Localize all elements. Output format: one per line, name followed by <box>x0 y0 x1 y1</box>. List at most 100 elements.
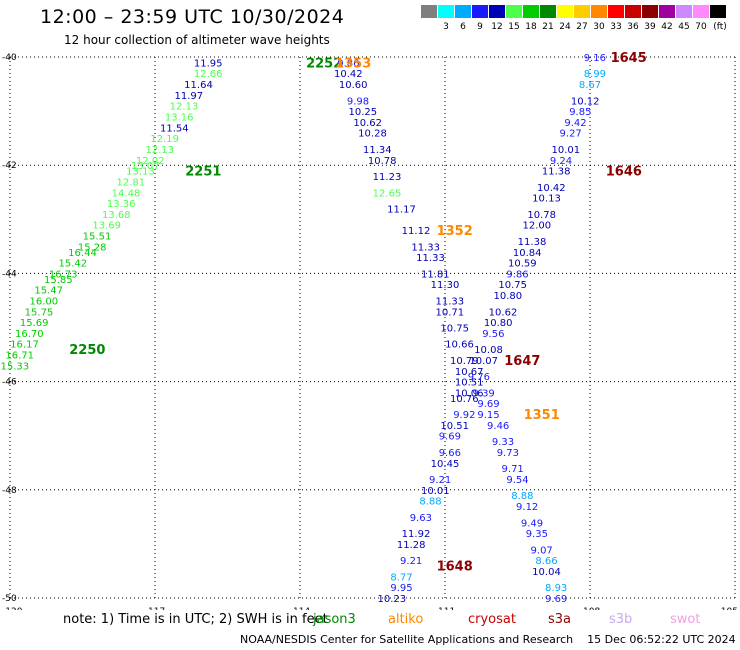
wave-height-value: 15.28 <box>78 242 107 253</box>
longitude-label: -105 <box>718 607 738 610</box>
scale-swatch <box>693 5 709 18</box>
wave-height-value: 9.98 <box>347 96 369 107</box>
scale-label: 3 <box>443 22 449 32</box>
wave-height-value: 16.71 <box>5 351 34 362</box>
wave-height-value: 10.42 <box>334 69 363 80</box>
scale-label: 39 <box>644 22 656 32</box>
longitude-label: -114 <box>290 607 311 610</box>
wave-height-value: 9.35 <box>526 529 548 540</box>
wave-height-value: 8.88 <box>511 491 533 502</box>
wave-height-value: 10.84 <box>513 248 542 259</box>
wave-height-value: 11.28 <box>397 540 426 551</box>
pass-time-label: 1648 <box>437 560 473 575</box>
latitude-label: -48 <box>2 486 17 496</box>
wave-height-value: 11.97 <box>175 91 204 102</box>
track-1646: 10.4210.1310.7812.0011.3810.8410.599.861… <box>469 165 642 367</box>
pass-time-label: 1646 <box>606 165 642 180</box>
wave-height-value: 10.76 <box>450 394 479 405</box>
wave-height-value: 8.66 <box>535 556 557 567</box>
longitude-label: -117 <box>145 607 165 610</box>
wave-height-value: 10.08 <box>474 345 503 356</box>
wave-height-value: 10.79 <box>450 356 479 367</box>
wave-height-map: -120 -117 -114 -111 -108 -105 -40 -42 -44 -46 -48 -… <box>1 51 738 610</box>
pass-time-label: 2251 <box>185 165 221 180</box>
wave-height-value: 10.23 <box>378 594 407 605</box>
scale-swatch <box>489 5 505 18</box>
wave-height-value: 9.21 <box>429 475 451 486</box>
wave-height-value: 9.76 <box>468 372 490 383</box>
wave-height-value: 10.01 <box>421 486 450 497</box>
scale-swatch <box>642 5 658 18</box>
pass-time-label: 1645 <box>611 51 647 66</box>
wave-height-value: 15.51 <box>83 232 112 243</box>
track-2251: 2251 <box>185 165 221 180</box>
longitude-label: -111 <box>435 607 455 610</box>
wave-height-value: 16.73 <box>49 269 78 280</box>
wave-height-value: 12.66 <box>194 69 223 80</box>
wave-height-value: 12.19 <box>150 134 179 145</box>
wave-height-value: 11.33 <box>416 253 445 264</box>
wave-height-value: 11.33 <box>436 296 465 307</box>
wave-height-value: 10.04 <box>532 567 561 578</box>
wave-height-value: 12.00 <box>523 221 552 232</box>
scale-label: 9 <box>477 22 483 32</box>
wave-height-value: 9.86 <box>337 58 359 69</box>
wave-height-value: 11.30 <box>431 280 460 291</box>
wave-height-value: 9.27 <box>560 129 582 140</box>
wave-height-value: 10.62 <box>353 118 382 129</box>
wave-height-value: 10.28 <box>358 129 387 140</box>
scale-swatch <box>506 5 522 18</box>
scale-label: 33 <box>610 22 622 32</box>
wave-height-value: 10.13 <box>532 194 561 205</box>
scale-label: 21 <box>542 22 554 32</box>
scale-label: 70 <box>695 22 707 32</box>
wave-height-value: 13.36 <box>107 199 136 210</box>
wave-height-value: 15.69 <box>20 318 49 329</box>
wave-height-value: 9.69 <box>545 594 567 605</box>
wave-height-value: 12.13 <box>146 145 175 156</box>
wave-height-value: 9.07 <box>531 545 553 556</box>
wave-height-value: 10.45 <box>431 459 460 470</box>
wave-height-value: 10.66 <box>445 340 474 351</box>
wave-height-value: 13.07 <box>131 161 160 172</box>
wave-height-value: 9.54 <box>506 475 528 486</box>
scale-swatch <box>438 5 454 18</box>
wave-height-value: 16.17 <box>10 340 39 351</box>
track-1647: 9.769.399.699.159.469.339.739.719.548.88… <box>468 354 568 605</box>
wave-height-value: 10.06 <box>455 388 484 399</box>
wave-height-value: 10.25 <box>349 107 378 118</box>
wave-height-value: 10.80 <box>484 318 513 329</box>
sat-legend-cryosat: cryosat <box>468 612 516 627</box>
wave-height-value: 12.13 <box>170 102 199 113</box>
longitude-label: -120 <box>2 607 23 610</box>
wave-height-value: 9.71 <box>502 464 524 475</box>
wave-height-value: 9.85 <box>569 107 591 118</box>
wave-height-value: 9.69 <box>439 432 461 443</box>
altimeter-tracks: 11.9512.6611.6411.9712.1313.1611.5412.19… <box>1 51 647 605</box>
wave-height-value: 16.70 <box>15 329 44 340</box>
scale-swatch <box>710 5 726 18</box>
wave-height-value: 11.64 <box>184 80 213 91</box>
wave-height-value: 10.01 <box>552 145 581 156</box>
wave-height-value: 9.33 <box>492 437 514 448</box>
scale-swatch <box>540 5 556 18</box>
wave-height-value: 10.78 <box>368 156 397 167</box>
wave-height-value: 9.16 <box>584 53 606 64</box>
wave-height-value: 10.75 <box>440 324 469 335</box>
track-1351: 10.0610.769.9210.519.699.6610.459.2110.0… <box>419 388 559 507</box>
sat-legend-s3a: s3a <box>548 612 572 627</box>
scale-label: 6 <box>460 22 466 32</box>
scale-label: 30 <box>593 22 605 32</box>
wave-height-value: 11.17 <box>387 204 416 215</box>
page-title: 12:00 – 23:59 UTC 10/30/2024 <box>40 6 345 28</box>
wave-height-value: 10.51 <box>455 378 484 389</box>
scale-label: 12 <box>491 22 503 32</box>
map-grid <box>9 56 736 599</box>
pass-time-label: 1647 <box>504 354 540 369</box>
scale-swatch <box>591 5 607 18</box>
scale-swatch <box>472 5 488 18</box>
wave-height-value: 13.69 <box>92 221 121 232</box>
wave-height-value: 10.60 <box>339 80 368 91</box>
wave-height-value: 10.75 <box>498 280 527 291</box>
wave-height-value: 10.67 <box>455 367 484 378</box>
